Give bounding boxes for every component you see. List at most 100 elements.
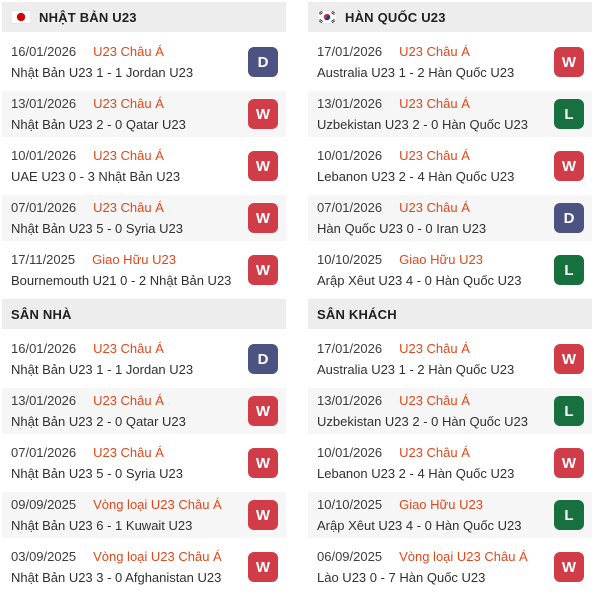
competition-label: U23 Châu Á [399,341,470,356]
result-badge: L [554,396,584,426]
match-row[interactable]: 10/01/2026 U23 Châu Á Lebanon U23 2 - 4 Hà… [308,440,592,486]
match-row-info: 17/01/2026 U23 Châu Á Australia U23 1 - 2 … [317,341,554,377]
section-title: SÂN NHÀ [11,306,72,322]
match-row-meta: 06/09/2025 Vòng loại U23 Châu Á [317,549,554,564]
match-row-info: 07/01/2026 U23 Châu Á Nhật Bản U23 5 - 0 S… [11,200,248,236]
match-row-info: 16/01/2026 U23 Châu Á Nhật Bản U23 1 - 1 J… [11,44,248,80]
match-row-info: 07/01/2026 U23 Châu Á Hàn Quốc U23 0 - 0 I… [317,200,554,236]
competition-label: Giao Hữu U23 [92,252,176,267]
result-badge: L [554,99,584,129]
match-row[interactable]: 03/09/2025 Vòng loại U23 Châu Á Nhật Bản U… [2,544,286,590]
match-row-info: 06/09/2025 Vòng loại U23 Châu Á Lào U23 0 … [317,549,554,585]
match-score: Lào U23 0 - 7 Hàn Quốc U23 [317,570,486,585]
match-row-meta: 13/01/2026 U23 Châu Á [317,96,554,111]
match-row[interactable]: 06/09/2025 Vòng loại U23 Châu Á Lào U23 0 … [308,544,592,590]
match-row[interactable]: 09/09/2025 Vòng loại U23 Châu Á Nhật Bản U… [2,492,286,538]
match-row[interactable]: 17/11/2025 Giao Hữu U23 Bournemouth U21 0 … [2,247,286,293]
match-score: Australia U23 1 - 2 Hàn Quốc U23 [317,362,515,377]
section-title: NHẬT BẢN U23 [39,9,137,25]
result-badge: W [554,552,584,582]
match-date: 07/01/2026 [317,200,383,215]
match-date: 13/01/2026 [11,393,77,408]
competition-label: U23 Châu Á [93,393,164,408]
result-badge: W [554,151,584,181]
match-date: 16/01/2026 [11,341,77,356]
match-date: 06/09/2025 [317,549,383,564]
match-row[interactable]: 07/01/2026 U23 Châu Á Nhật Bản U23 5 - 0 S… [2,195,286,241]
competition-label: U23 Châu Á [399,393,470,408]
competition-label: U23 Châu Á [399,445,470,460]
match-date: 10/10/2025 [317,252,383,267]
match-score: Uzbekistan U23 2 - 0 Hàn Quốc U23 [317,414,528,429]
result-badge: L [554,255,584,285]
match-row-meta: 10/10/2025 Giao Hữu U23 [317,497,554,512]
match-score: Nhật Bản U23 5 - 0 Syria U23 [11,221,183,236]
competition-label: Vòng loại U23 Châu Á [93,497,222,512]
match-row-meta: 10/01/2026 U23 Châu Á [317,445,554,460]
match-score: Hàn Quốc U23 0 - 0 Iran U23 [317,221,487,236]
match-row[interactable]: 13/01/2026 U23 Châu Á Nhật Bản U23 2 - 0 Q… [2,388,286,434]
match-row-info: 16/01/2026 U23 Châu Á Nhật Bản U23 1 - 1 J… [11,341,248,377]
match-row[interactable]: 13/01/2026 U23 Châu Á Uzbekistan U23 2 - 0… [308,91,592,137]
match-row[interactable]: 13/01/2026 U23 Châu Á Uzbekistan U23 2 - 0… [308,388,592,434]
match-row-info: 10/01/2026 U23 Châu Á UAE U23 0 - 3 Nhật B… [11,148,248,184]
match-date: 17/01/2026 [317,341,383,356]
competition-label: U23 Châu Á [399,96,470,111]
competition-label: U23 Châu Á [93,200,164,215]
section-header: HÀN QUỐC U23 [308,2,592,32]
match-score: Lebanon U23 2 - 4 Hàn Quốc U23 [317,466,515,481]
match-row-info: 13/01/2026 U23 Châu Á Nhật Bản U23 2 - 0 Q… [11,393,248,429]
competition-label: U23 Châu Á [399,44,470,59]
match-score: Arập Xêut U23 4 - 0 Hàn Quốc U23 [317,273,522,288]
match-row[interactable]: 16/01/2026 U23 Châu Á Nhật Bản U23 1 - 1 J… [2,336,286,382]
match-score: Nhật Bản U23 2 - 0 Qatar U23 [11,117,186,132]
match-row[interactable]: 16/01/2026 U23 Châu Á Nhật Bản U23 1 - 1 J… [2,39,286,85]
match-row-meta: 17/01/2026 U23 Châu Á [317,44,554,59]
match-score: Nhật Bản U23 6 - 1 Kuwait U23 [11,518,193,533]
match-score: Lebanon U23 2 - 4 Hàn Quốc U23 [317,169,515,184]
match-row-meta: 10/01/2026 U23 Châu Á [11,148,248,163]
match-date: 03/09/2025 [11,549,77,564]
result-badge: W [248,151,278,181]
match-row[interactable]: 10/01/2026 U23 Châu Á UAE U23 0 - 3 Nhật B… [2,143,286,189]
match-date: 10/10/2025 [317,497,383,512]
result-badge: W [248,99,278,129]
match-row-info: 07/01/2026 U23 Châu Á Nhật Bản U23 5 - 0 S… [11,445,248,481]
match-row[interactable]: 10/01/2026 U23 Châu Á Lebanon U23 2 - 4 Hà… [308,143,592,189]
match-score: Arập Xêut U23 4 - 0 Hàn Quốc U23 [317,518,522,533]
match-row[interactable]: 10/10/2025 Giao Hữu U23 Arập Xêut U23 4 - … [308,492,592,538]
match-row-info: 09/09/2025 Vòng loại U23 Châu Á Nhật Bản U… [11,497,248,533]
match-score: Bournemouth U21 0 - 2 Nhật Bản U23 [11,273,232,288]
match-row-meta: 16/01/2026 U23 Châu Á [11,341,248,356]
competition-label: U23 Châu Á [399,148,470,163]
team-column-right: HÀN QUỐC U23 17/01/2026 U23 Châu Á Australi… [308,2,592,596]
match-date: 10/01/2026 [317,445,383,460]
match-row[interactable]: 17/01/2026 U23 Châu Á Australia U23 1 - 2 … [308,336,592,382]
result-badge: W [248,255,278,285]
result-badge: W [554,448,584,478]
match-row[interactable]: 17/01/2026 U23 Châu Á Australia U23 1 - 2 … [308,39,592,85]
competition-label: U23 Châu Á [93,341,164,356]
match-date: 07/01/2026 [11,445,77,460]
match-row-info: 10/01/2026 U23 Châu Á Lebanon U23 2 - 4 Hà… [317,148,554,184]
match-row-meta: 10/10/2025 Giao Hữu U23 [317,252,554,267]
match-row[interactable]: 07/01/2026 U23 Châu Á Nhật Bản U23 5 - 0 S… [2,440,286,486]
result-badge: L [554,500,584,530]
match-row-meta: 09/09/2025 Vòng loại U23 Châu Á [11,497,248,512]
result-badge: W [248,552,278,582]
match-date: 13/01/2026 [317,96,383,111]
match-row[interactable]: 10/10/2025 Giao Hữu U23 Arập Xêut U23 4 - … [308,247,592,293]
match-score: Nhật Bản U23 1 - 1 Jordan U23 [11,362,194,377]
competition-label: U23 Châu Á [93,96,164,111]
match-date: 10/01/2026 [11,148,77,163]
match-row[interactable]: 13/01/2026 U23 Châu Á Nhật Bản U23 2 - 0 Q… [2,91,286,137]
result-badge: D [248,47,278,77]
match-row[interactable]: 07/01/2026 U23 Châu Á Hàn Quốc U23 0 - 0 I… [308,195,592,241]
result-badge: W [554,47,584,77]
match-row-meta: 07/01/2026 U23 Châu Á [11,445,248,460]
match-row-meta: 16/01/2026 U23 Châu Á [11,44,248,59]
match-score: Nhật Bản U23 5 - 0 Syria U23 [11,466,183,481]
match-row-info: 10/10/2025 Giao Hữu U23 Arập Xêut U23 4 - … [317,252,554,288]
match-date: 09/09/2025 [11,497,77,512]
